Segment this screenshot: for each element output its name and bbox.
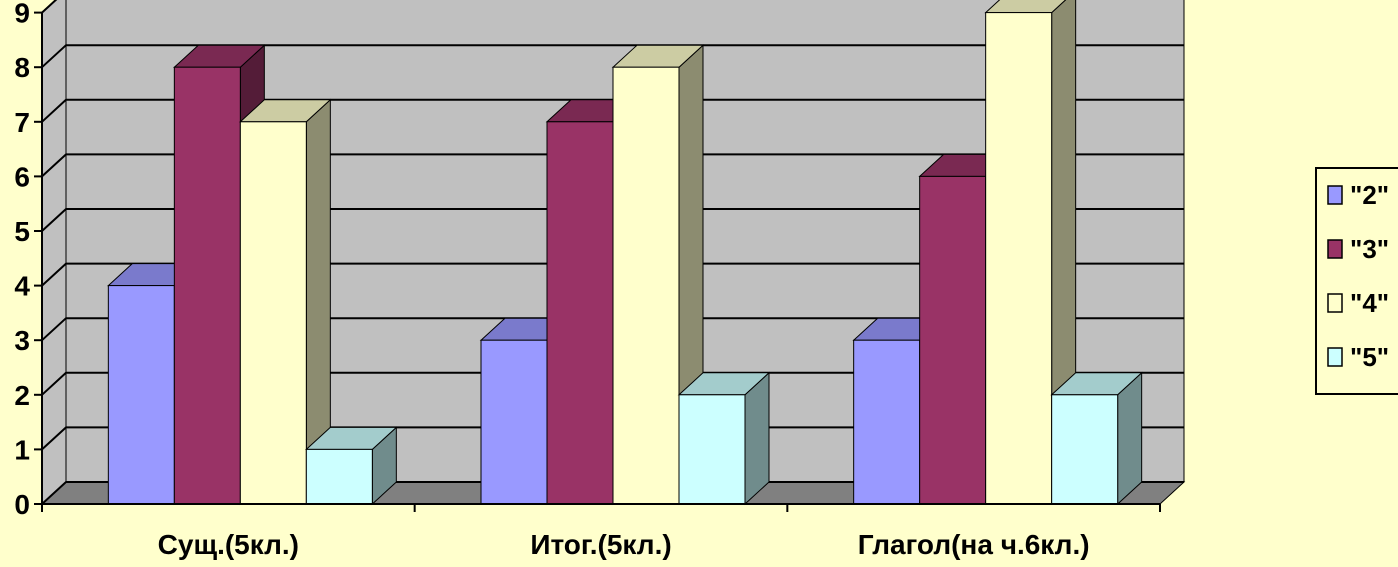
legend-label: "3" [1350,234,1389,264]
y-tick-label: 1 [14,434,30,465]
legend-swatch [1327,239,1343,259]
y-tick-label: 8 [14,52,30,83]
y-tick-label: 4 [14,271,30,302]
bar-front [305,448,373,505]
gridline [41,0,58,14]
bar-front [173,66,241,505]
bar-front [853,339,921,505]
legend-swatch [1327,347,1343,367]
legend-label: "5" [1350,342,1389,372]
axes [41,12,1161,512]
bar [305,426,398,506]
bar [677,371,771,506]
category-label: Глагол(на ч.6кл.) [858,529,1090,560]
y-tick-label: 7 [14,107,30,138]
bar-front [919,175,987,505]
bar [1050,371,1143,506]
bar-side [744,371,770,506]
legend: "2" "3" "4" "5" [1315,167,1398,395]
legend-swatch [1327,293,1343,313]
bar-front [480,339,548,505]
bar-front [1051,394,1119,505]
x-axis-categories: Сущ.(5кл.) Итог.(5кл.) Глагол(на ч.6кл.) [158,529,1090,560]
bar-front [239,121,307,505]
category-label: Сущ.(5кл.) [158,529,299,560]
bar-side [1117,371,1143,506]
y-tick-label: 5 [14,216,30,247]
y-tick-label: 9 [14,0,30,29]
gridlines [41,0,1185,505]
bar-front [985,12,1053,505]
y-tick-label: 2 [14,380,30,411]
bar-front [546,121,614,505]
y-tick-label: 6 [14,161,30,192]
bar-front [678,394,746,505]
bar [239,98,332,506]
bar-front [107,285,175,505]
y-tick-label: 3 [14,325,30,356]
legend-swatch [1327,185,1343,205]
legend-label: "4" [1350,288,1389,318]
category-label: Итог.(5кл.) [530,529,671,560]
bar-front [612,66,680,505]
legend-label: "2" [1350,180,1389,210]
y-tick-label: 0 [14,489,30,520]
bars [107,0,1143,506]
chart-side-wall [42,0,66,504]
y-axis-ticks: 0 1 2 3 4 5 6 7 8 9 [14,0,42,520]
